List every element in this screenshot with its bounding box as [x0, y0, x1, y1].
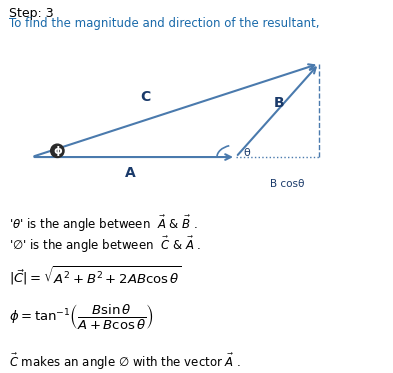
Text: $|\vec{C}|= \sqrt{A^2 + B^2 + 2AB\cos\theta}$: $|\vec{C}|= \sqrt{A^2 + B^2 + 2AB\cos\th… [9, 264, 181, 287]
Text: $\phi = \tan^{-1}\!\left(\dfrac{B\sin\theta}{A + B\cos\theta}\right)$: $\phi = \tan^{-1}\!\left(\dfrac{B\sin\th… [9, 303, 154, 331]
Text: $\vec{C}$ makes an angle $\emptyset$ with the vector $\vec{A}$ .: $\vec{C}$ makes an angle $\emptyset$ wit… [9, 352, 241, 373]
Text: θ: θ [243, 148, 250, 158]
Text: B cosθ: B cosθ [270, 179, 304, 189]
Text: To find the magnitude and direction of the resultant,: To find the magnitude and direction of t… [9, 17, 320, 30]
Text: ϕ: ϕ [53, 146, 62, 156]
Text: Step: 3: Step: 3 [9, 7, 53, 19]
Text: '$\theta$' is the angle between  $\vec{A}$ & $\vec{B}$ .: '$\theta$' is the angle between $\vec{A}… [9, 214, 198, 234]
Text: A: A [125, 166, 135, 180]
Text: B: B [274, 97, 285, 110]
Text: C: C [140, 90, 150, 104]
Text: '$\emptyset$' is the angle between  $\vec{C}$ & $\vec{A}$ .: '$\emptyset$' is the angle between $\vec… [9, 235, 201, 255]
